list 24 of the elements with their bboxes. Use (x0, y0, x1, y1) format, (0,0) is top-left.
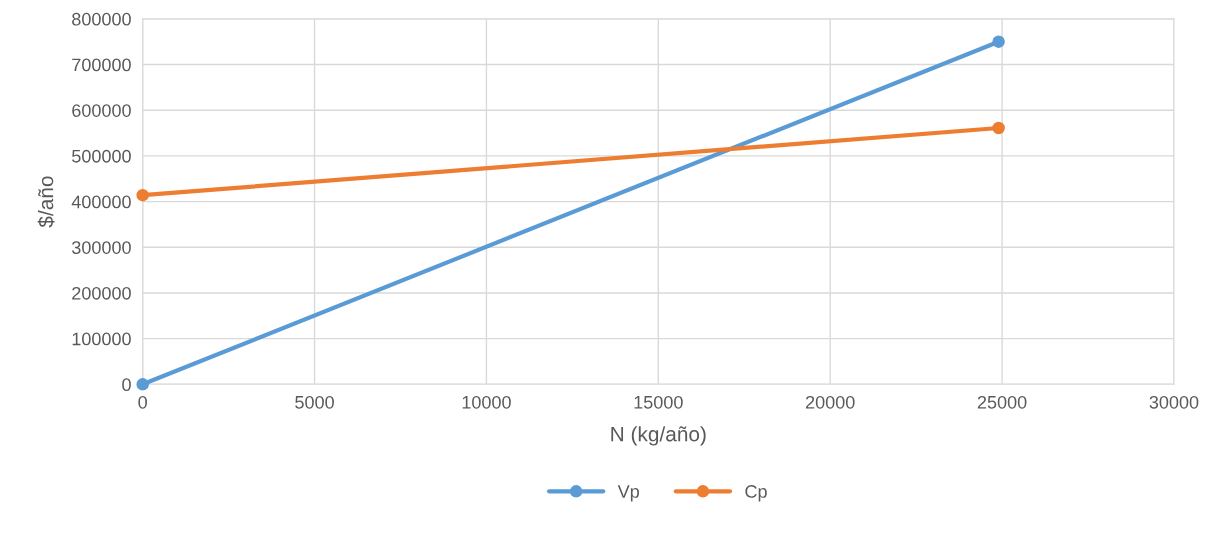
y-tick-label: 200000 (72, 286, 131, 300)
y-tick-label: 400000 (71, 195, 131, 209)
x-tick-label: 30000 (1149, 395, 1199, 409)
x-tick-label: 25000 (977, 395, 1027, 409)
y-tick-label: 700000 (72, 58, 131, 72)
x-tick-label: 5000 (295, 395, 334, 409)
point (992, 121, 1005, 135)
y-tick-label: 0 (122, 378, 131, 392)
point (136, 188, 149, 202)
y-tick-label: 600000 (72, 104, 131, 117)
y-tick-label: 500000 (72, 149, 131, 163)
point (992, 35, 1005, 48)
point (136, 378, 149, 391)
legend-label: Vp (617, 485, 639, 502)
y-tick-label: 100000 (72, 332, 131, 346)
y-axis-title: $/año (37, 176, 55, 228)
x-tick-label: 15000 (634, 395, 683, 409)
x-tick-label: 20000 (805, 395, 855, 409)
x-tick-label: 10000 (462, 395, 511, 409)
y-tick-label: 800000 (72, 12, 131, 26)
x-tick-label: 0 (138, 395, 147, 409)
x-axis-title: N (kg/año) (611, 426, 706, 446)
y-tick-label: 300000 (72, 241, 131, 254)
legend-label: Cp (745, 485, 767, 502)
